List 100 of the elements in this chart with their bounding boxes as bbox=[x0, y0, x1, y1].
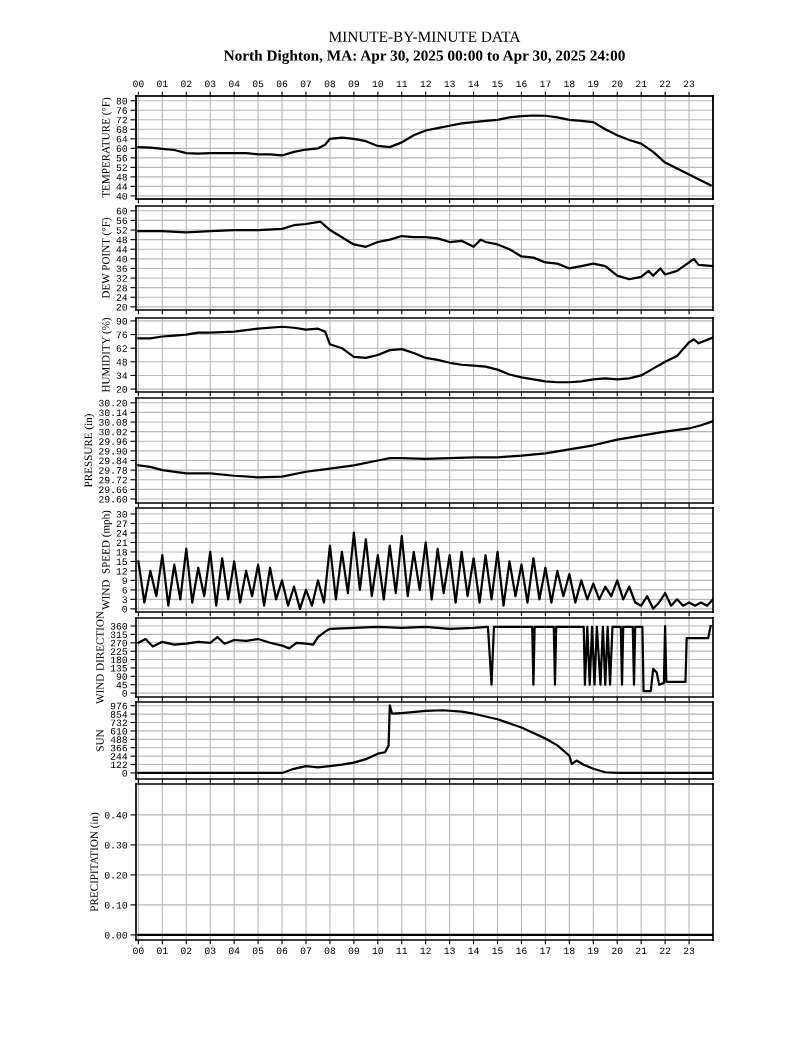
y-tick-label: 52 bbox=[116, 164, 127, 171]
y-tick-label: 122 bbox=[110, 761, 127, 769]
y-axis-title: WIND SPEED (mph) bbox=[101, 510, 112, 610]
y-tick-label: 60 bbox=[116, 145, 128, 152]
y-tick-label: 34 bbox=[116, 372, 128, 380]
x-tick-label: 11 bbox=[396, 947, 408, 954]
x-tick-label: 04 bbox=[228, 947, 240, 955]
y-tick-label: 244 bbox=[110, 753, 128, 760]
y-tick-label: 270 bbox=[110, 639, 128, 647]
x-tick-label: 01 bbox=[157, 947, 168, 955]
y-tick-label: 610 bbox=[110, 727, 128, 735]
y-tick-label: 135 bbox=[110, 664, 128, 672]
x2-tick-label: 03 bbox=[204, 80, 216, 88]
y-axis-title: PRECIPITATION (in) bbox=[90, 812, 101, 912]
y-tick-label: 44 bbox=[116, 183, 128, 190]
y-tick-label: 29.96 bbox=[99, 438, 128, 445]
x-tick-label: 18 bbox=[564, 947, 575, 955]
x-tick-label: 00 bbox=[133, 947, 144, 955]
y-tick-label: 21 bbox=[116, 539, 128, 546]
x2-tick-label: 04 bbox=[228, 80, 240, 88]
y-tick-label: 976 bbox=[110, 702, 128, 710]
y-axis-title: TEMPERATURE (°F) bbox=[101, 97, 112, 198]
y-tick-label: 30.20 bbox=[99, 399, 128, 407]
y-tick-label: 0.00 bbox=[104, 931, 128, 939]
y-tick-label: 15 bbox=[116, 558, 128, 566]
y-tick-label: 28 bbox=[116, 284, 128, 292]
y-tick-label: 72 bbox=[116, 116, 127, 124]
y-tick-label: 30.02 bbox=[99, 428, 127, 436]
x-tick-label: 16 bbox=[516, 947, 527, 955]
x2-tick-label: 11 bbox=[396, 80, 408, 88]
y-tick-label: 29.78 bbox=[99, 467, 128, 474]
x2-tick-label: 10 bbox=[372, 80, 384, 88]
x-tick-label: 09 bbox=[348, 947, 360, 955]
y-tick-label: 18 bbox=[116, 548, 128, 556]
y-tick-label: 488 bbox=[110, 736, 128, 743]
x2-tick-label: 08 bbox=[324, 80, 336, 88]
y-tick-label: 60 bbox=[116, 207, 128, 215]
x2-tick-label: 16 bbox=[516, 80, 527, 88]
y-tick-label: 30.14 bbox=[99, 409, 128, 417]
y-tick-label: 80 bbox=[116, 97, 128, 105]
y-axis-title: DEW POINT (°F) bbox=[101, 217, 112, 299]
x-tick-label: 12 bbox=[420, 947, 431, 954]
x-tick-label: 08 bbox=[324, 947, 336, 955]
y-tick-label: 36 bbox=[116, 265, 128, 273]
y-tick-label: 90 bbox=[116, 317, 128, 325]
x2-tick-label: 13 bbox=[444, 80, 455, 88]
chart-title: MINUTE-BY-MINUTE DATA bbox=[329, 31, 521, 42]
y-tick-label: 20 bbox=[116, 386, 128, 393]
y-tick-label: 24 bbox=[116, 294, 128, 301]
x-tick-label: 05 bbox=[252, 947, 264, 955]
x-tick-label: 23 bbox=[683, 947, 695, 955]
y-tick-label: 0 bbox=[122, 690, 128, 697]
y-tick-label: 9 bbox=[122, 577, 127, 585]
x2-tick-label: 12 bbox=[420, 80, 431, 88]
y-tick-label: 56 bbox=[116, 154, 128, 162]
y-tick-label: 30 bbox=[116, 511, 128, 518]
x2-tick-label: 15 bbox=[492, 80, 503, 88]
x2-tick-label: 20 bbox=[612, 80, 623, 88]
y-tick-label: 30.08 bbox=[99, 419, 128, 426]
y-tick-label: 24 bbox=[116, 529, 128, 537]
y-tick-label: 64 bbox=[116, 135, 128, 143]
y-tick-label: 29.90 bbox=[99, 447, 128, 455]
x2-tick-label: 05 bbox=[252, 80, 264, 88]
y-tick-label: 6 bbox=[122, 586, 128, 594]
y-tick-label: 0 bbox=[122, 769, 128, 777]
y-tick-label: 29.60 bbox=[99, 496, 128, 503]
y-tick-label: 76 bbox=[116, 331, 128, 339]
y-tick-label: 40 bbox=[116, 192, 128, 200]
x-tick-label: 21 bbox=[636, 947, 647, 954]
y-tick-label: 360 bbox=[110, 623, 128, 630]
x-tick-label: 19 bbox=[588, 947, 599, 955]
x-tick-label: 22 bbox=[659, 947, 671, 954]
y-tick-label: 180 bbox=[110, 656, 128, 664]
y-tick-label: 32 bbox=[116, 275, 127, 282]
x-tick-label: 06 bbox=[276, 947, 288, 955]
y-tick-label: 48 bbox=[116, 358, 128, 366]
y-tick-label: 732 bbox=[110, 719, 127, 727]
x-tick-label: 20 bbox=[612, 947, 623, 955]
y-tick-label: 0 bbox=[122, 605, 128, 613]
y-tick-label: 76 bbox=[116, 107, 128, 114]
x2-tick-label: 00 bbox=[133, 80, 144, 88]
x2-tick-label: 21 bbox=[636, 80, 647, 88]
y-tick-label: 62 bbox=[116, 345, 127, 352]
x2-tick-label: 14 bbox=[468, 80, 479, 88]
y-tick-label: 52 bbox=[116, 227, 127, 234]
y-tick-label: 315 bbox=[110, 631, 128, 639]
x-tick-label: 03 bbox=[204, 947, 216, 955]
y-tick-label: 45 bbox=[116, 681, 128, 689]
x2-tick-label: 02 bbox=[181, 80, 192, 88]
y-axis-title: HUMIDITY (%) bbox=[101, 317, 112, 393]
x2-tick-label: 22 bbox=[659, 80, 671, 88]
y-tick-label: 12 bbox=[116, 567, 127, 575]
chart-subtitle: North Dighton, MA: Apr 30, 2025 00:00 to Apr 30, 2025 24:00 bbox=[223, 50, 625, 64]
x-tick-label: 07 bbox=[300, 947, 312, 955]
y-axis-title: PRESSURE (in) bbox=[84, 414, 95, 488]
y-tick-label: 0.20 bbox=[104, 871, 128, 879]
y-tick-label: 366 bbox=[110, 744, 128, 752]
x-tick-label: 10 bbox=[372, 947, 384, 955]
x2-tick-label: 06 bbox=[276, 80, 288, 88]
x2-tick-label: 23 bbox=[683, 80, 695, 88]
